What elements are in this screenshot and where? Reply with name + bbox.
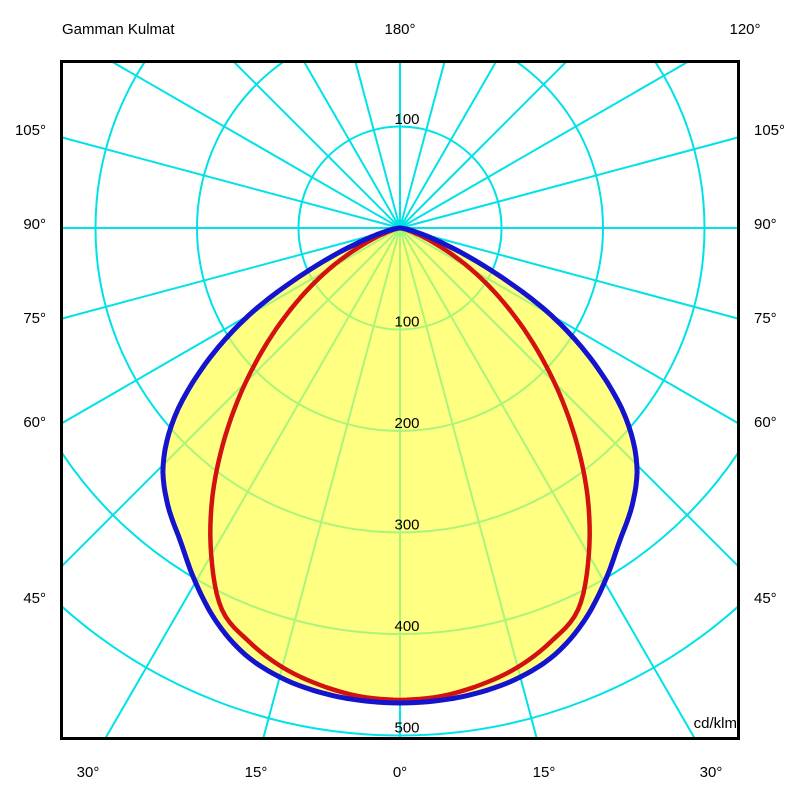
grid-radial-line [303, 63, 401, 229]
angle-label-right-90: 90° [754, 216, 777, 233]
radial-tick-label-top-100: 100 [394, 111, 419, 128]
plot-frame [60, 60, 740, 740]
angle-label-right-60: 60° [754, 414, 777, 431]
angle-label-bottom-0: 30° [77, 764, 100, 781]
unit-label: cd/klm [693, 715, 737, 732]
grid-circle-500 [63, 605, 737, 737]
angle-label-left-75: 75° [23, 310, 46, 327]
angle-label-left-105: 105° [15, 122, 46, 139]
angle-label-top-center: 180° [384, 21, 416, 38]
page-title: Gamman Kulmat [62, 21, 175, 38]
grid-radial-line [399, 63, 446, 229]
grid-radial-line [399, 63, 688, 229]
grid-radial-line [63, 227, 401, 320]
radial-tick-label-100: 100 [394, 314, 419, 331]
angle-label-right-45: 45° [754, 590, 777, 607]
grid-radial-line [399, 227, 737, 320]
angle-label-left-90: 90° [23, 216, 46, 233]
radial-tick-label-300: 300 [394, 517, 419, 534]
intensity-curve-inner [208, 225, 592, 703]
radial-tick-label-400: 400 [394, 618, 419, 635]
grid-radial-line [63, 136, 401, 229]
grid-radial-line [112, 63, 401, 229]
angle-label-left-45: 45° [23, 590, 46, 607]
radial-tick-label-500: 500 [394, 720, 419, 737]
grid-radial-line [233, 63, 401, 229]
angle-label-right-105: 105° [754, 122, 785, 139]
grid-radial-line [399, 63, 567, 229]
angle-label-top-right: 120° [729, 21, 761, 38]
angle-label-left-60: 60° [23, 414, 46, 431]
angle-label-right-75: 75° [754, 310, 777, 327]
angle-label-bottom-1: 15° [245, 764, 268, 781]
grid-radial-line [399, 63, 497, 229]
grid-radial-line [354, 63, 401, 229]
intensity-curve-outer [160, 225, 640, 706]
radial-tick-label-200: 200 [394, 415, 419, 432]
angle-label-bottom-4: 30° [700, 764, 723, 781]
angle-label-bottom-3: 15° [533, 764, 556, 781]
angle-label-bottom-2: 0° [393, 764, 407, 781]
intensity-fill [162, 228, 638, 703]
grid-radial-line [399, 136, 737, 229]
